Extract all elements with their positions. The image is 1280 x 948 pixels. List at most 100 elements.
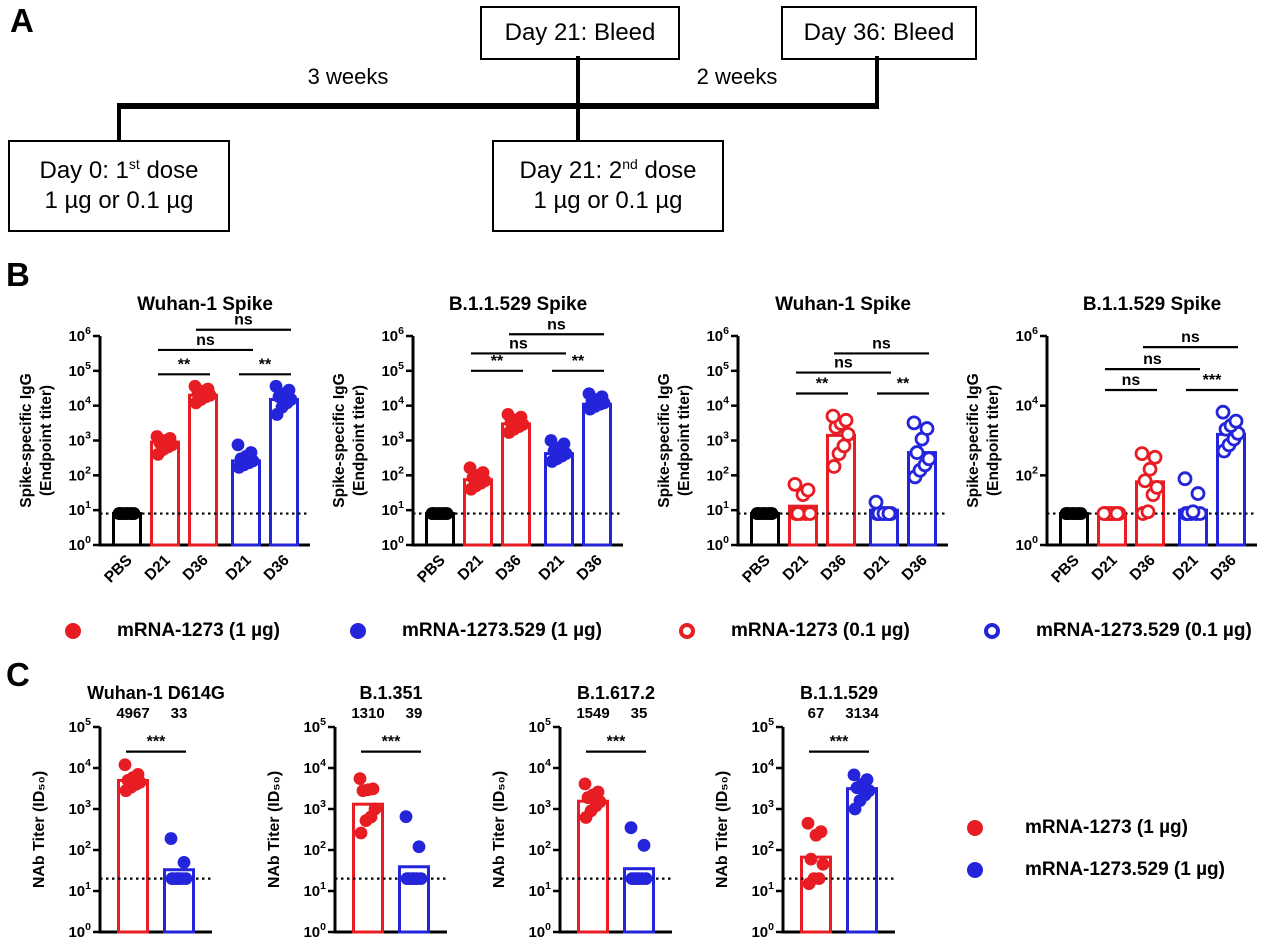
legend-label: mRNA-1273.529 (1 µg) (1025, 859, 1225, 880)
data-point (201, 382, 215, 396)
data-point (438, 507, 452, 520)
data-point (802, 506, 818, 521)
timeline-connector-day21 (576, 56, 580, 141)
y-tick-label: 104 (303, 757, 326, 777)
y-tick-label: 102 (528, 839, 551, 859)
y-tick-label: 105 (68, 716, 91, 736)
data-point (244, 446, 258, 459)
y-tick-label: 100 (303, 921, 326, 941)
y-axis-label: NAb Titer (ID₅₀) (714, 771, 731, 888)
legend-label: mRNA-1273 (1 µg) (1025, 817, 1188, 838)
y-axis-label: NAb Titer (ID₅₀) (31, 771, 48, 888)
y-tick-label: 106 (1015, 325, 1038, 345)
chart-title: B.1.1.529 (800, 683, 878, 703)
legend-label: mRNA-1273.529 (0.1 µg) (1036, 620, 1252, 641)
sig-label: ** (572, 353, 585, 370)
y-tick-label: 105 (528, 716, 551, 736)
y-tick-label: 105 (68, 360, 91, 380)
sig-label: ns (509, 335, 528, 352)
data-point (1190, 486, 1206, 501)
data-point (368, 802, 382, 816)
y-tick-label: 102 (68, 464, 91, 484)
timeline-box-dose2: Day 21: 2nd dose 1 µg or 0.1 µg (492, 140, 724, 232)
timeline-connector-day36 (875, 56, 879, 109)
chart-title: B.1.1.529 Spike (449, 294, 587, 315)
y-axis-label: (Endpoint titer) (676, 385, 693, 496)
data-point (840, 426, 856, 442)
y-tick-label: 106 (706, 325, 729, 345)
sig-label: *** (607, 734, 626, 751)
sig-label: ** (491, 353, 504, 370)
bar (231, 459, 261, 547)
y-tick-label: 105 (381, 360, 404, 380)
x-tick-label: PBS (414, 552, 449, 587)
data-point (800, 482, 816, 498)
y-axis-label: NAb Titer (ID₅₀) (491, 771, 508, 888)
y-tick-label: 103 (68, 798, 91, 818)
data-point (188, 379, 202, 393)
x-tick-label: D21 (1170, 552, 1202, 584)
gmt-value: 35 (631, 705, 648, 722)
data-point (847, 768, 861, 782)
y-tick-label: 101 (706, 499, 729, 519)
data-point (921, 451, 937, 467)
data-point (1140, 504, 1156, 520)
y-tick-label: 100 (1015, 534, 1038, 554)
chart-nab-b1351: B.1.351 NAb Titer (ID₅₀) 105 104 103 102 101 10… (266, 683, 447, 941)
data-point (595, 390, 609, 404)
data-point (118, 758, 132, 772)
data-point (1109, 506, 1125, 521)
y-tick-label: 101 (751, 880, 774, 900)
gmt-value: 3134 (845, 705, 879, 722)
legend-item-c-mrna1273529-1ug: mRNA-1273.529 (1 µg) (967, 859, 1225, 881)
legend-dot-red-filled (967, 820, 983, 836)
data-point (868, 494, 884, 510)
y-tick-label: 101 (303, 880, 326, 900)
x-tick-label: D36 (493, 552, 525, 584)
y-axis-label: (Endpoint titer) (985, 385, 1002, 496)
sig-label: ** (259, 356, 272, 373)
data-point (1137, 473, 1153, 489)
data-point (763, 507, 777, 520)
x-tick-label: D36 (261, 552, 293, 584)
y-tick-label: 105 (751, 716, 774, 736)
data-point (463, 461, 477, 475)
y-tick-label: 106 (381, 325, 404, 345)
data-point (172, 872, 186, 886)
y-axis-label: NAb Titer (ID₅₀) (266, 771, 283, 888)
x-tick-label: D21 (780, 552, 812, 584)
y-tick-label: 105 (303, 716, 326, 736)
y-tick-label: 101 (528, 880, 551, 900)
legend-label: mRNA-1273 (0.1 µg) (731, 620, 910, 641)
y-axis-label: Spike-specific IgG (656, 373, 673, 507)
data-point (860, 773, 874, 787)
chart-igg-b11529-1ug: B.1.1.529 Spike Spike-specific IgG (Endpoi… (331, 294, 623, 587)
data-point (282, 383, 296, 397)
x-tick-label: D36 (180, 552, 212, 584)
panel-c-label: C (6, 656, 30, 693)
data-point (578, 777, 592, 791)
data-point (816, 857, 830, 871)
x-tick-label: PBS (1048, 552, 1083, 587)
y-tick-label: 104 (68, 757, 91, 777)
bar (269, 398, 299, 547)
data-point (544, 434, 558, 447)
y-tick-label: 101 (68, 499, 91, 519)
data-point (750, 507, 764, 520)
sig-label: ns (872, 335, 891, 352)
chart-igg-wuhan1-1ug: Wuhan-1 Spike Spike-specific IgG (Endpoint… (18, 294, 310, 586)
panel-a-label: A (10, 2, 34, 39)
data-point (825, 408, 841, 424)
data-point (838, 412, 854, 428)
sig-label: ns (234, 312, 253, 329)
legend-label: mRNA-1273.529 (1 µg) (402, 620, 602, 641)
data-point (366, 782, 380, 796)
x-tick-label: PBS (739, 552, 774, 587)
sig-label: ns (1143, 351, 1162, 368)
bar (117, 778, 149, 934)
legend-dot-red-filled (65, 623, 81, 639)
x-tick-label: D21 (1089, 552, 1121, 584)
data-point (1142, 461, 1158, 477)
y-tick-label: 102 (68, 839, 91, 859)
